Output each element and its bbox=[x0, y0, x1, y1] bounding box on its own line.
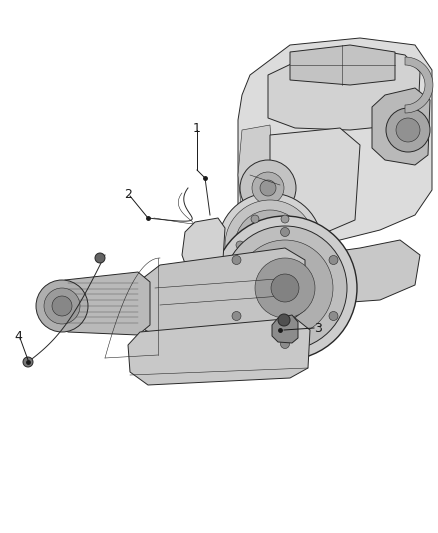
Circle shape bbox=[223, 226, 347, 350]
Polygon shape bbox=[268, 48, 420, 130]
Polygon shape bbox=[138, 248, 305, 340]
Circle shape bbox=[396, 118, 420, 142]
Circle shape bbox=[329, 311, 338, 320]
Circle shape bbox=[232, 255, 241, 264]
Polygon shape bbox=[238, 125, 275, 220]
Polygon shape bbox=[270, 128, 360, 235]
Circle shape bbox=[235, 210, 305, 280]
Circle shape bbox=[213, 216, 357, 360]
Circle shape bbox=[248, 223, 292, 267]
Circle shape bbox=[329, 255, 338, 264]
Polygon shape bbox=[405, 57, 433, 113]
Polygon shape bbox=[55, 272, 150, 335]
Polygon shape bbox=[238, 38, 432, 280]
Text: 3: 3 bbox=[314, 321, 322, 335]
Polygon shape bbox=[182, 218, 225, 280]
Text: 4: 4 bbox=[14, 329, 22, 343]
Circle shape bbox=[237, 240, 333, 336]
Circle shape bbox=[280, 228, 290, 237]
Circle shape bbox=[260, 235, 280, 255]
Circle shape bbox=[36, 280, 88, 332]
Circle shape bbox=[232, 311, 241, 320]
Circle shape bbox=[95, 253, 105, 263]
Circle shape bbox=[271, 274, 299, 302]
Polygon shape bbox=[290, 45, 395, 85]
Circle shape bbox=[280, 340, 290, 349]
Circle shape bbox=[386, 108, 430, 152]
Circle shape bbox=[251, 215, 259, 223]
Circle shape bbox=[218, 193, 322, 297]
Circle shape bbox=[281, 267, 289, 275]
Polygon shape bbox=[128, 318, 310, 385]
Circle shape bbox=[278, 314, 290, 326]
Circle shape bbox=[296, 241, 304, 249]
Circle shape bbox=[252, 172, 284, 204]
Text: 1: 1 bbox=[193, 122, 201, 134]
Polygon shape bbox=[372, 88, 430, 165]
Polygon shape bbox=[245, 240, 420, 305]
Circle shape bbox=[225, 200, 315, 290]
Polygon shape bbox=[272, 315, 298, 343]
Circle shape bbox=[23, 357, 33, 367]
Circle shape bbox=[44, 288, 80, 324]
Circle shape bbox=[260, 180, 276, 196]
Circle shape bbox=[251, 267, 259, 275]
Text: 2: 2 bbox=[124, 188, 132, 200]
Circle shape bbox=[255, 258, 315, 318]
Circle shape bbox=[281, 215, 289, 223]
Circle shape bbox=[236, 241, 244, 249]
Circle shape bbox=[52, 296, 72, 316]
Circle shape bbox=[240, 160, 296, 216]
